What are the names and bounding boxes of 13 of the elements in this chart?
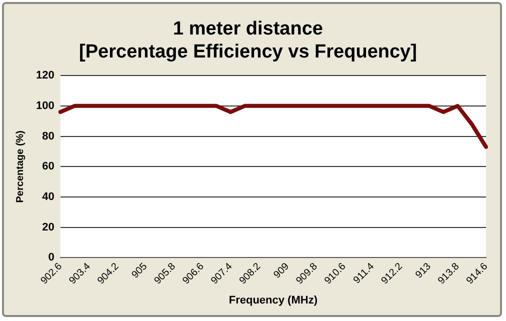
y-tick-label: 40 <box>42 190 54 203</box>
y-tick-label: 100 <box>36 100 54 112</box>
y-tick-label: 60 <box>42 160 54 173</box>
y-tick-label: 20 <box>42 221 54 234</box>
x-tick-label: 905 <box>130 260 150 281</box>
y-tick-label: 120 <box>36 70 54 82</box>
y-axis-title: Percentage (%) <box>14 130 26 203</box>
y-tick-label: 0 <box>48 252 54 264</box>
x-tick-label: 909 <box>272 260 292 281</box>
y-tick-label: 80 <box>42 130 54 142</box>
x-axis-title: Frequency (MHz) <box>228 294 318 306</box>
chart-title: 1 meter distance [Percentage Efficiency vs Frequency] <box>79 18 417 62</box>
x-tick-label: 913 <box>414 260 434 281</box>
